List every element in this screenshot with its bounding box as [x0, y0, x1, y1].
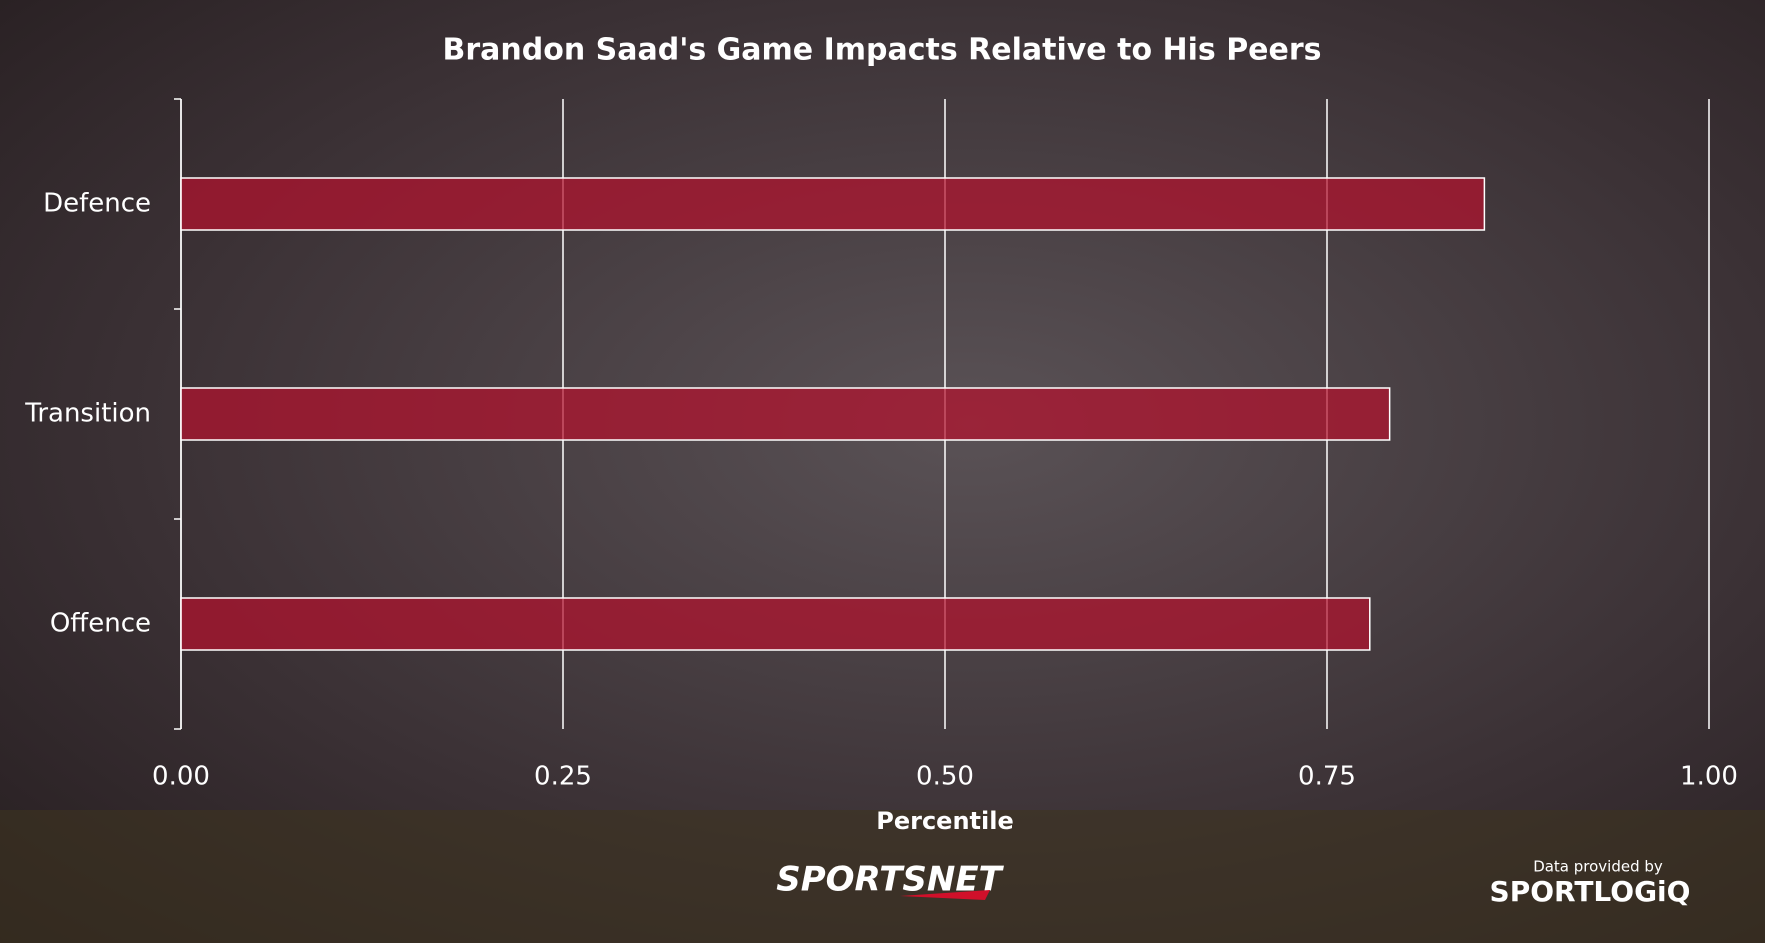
plot-area: 0.00 0.25 0.50 0.75 1.00 Defence Transition Off… — [24, 98, 1738, 792]
background-band — [0, 810, 1765, 943]
x-tick-label: 0.00 — [152, 762, 210, 792]
logo-swoosh — [900, 890, 990, 900]
provider-logo: SPORTLOGiQ — [1490, 875, 1691, 908]
x-axis-title: Percentile — [876, 807, 1014, 835]
x-tick-label: 0.25 — [534, 762, 592, 792]
y-tick-label: Offence — [50, 609, 151, 639]
x-tick-label: 0.75 — [1298, 762, 1356, 792]
chart-title: Brandon Saad's Game Impacts Relative to … — [442, 33, 1321, 68]
bar — [180, 177, 1486, 231]
y-tick-label: Defence — [43, 189, 151, 219]
x-tick-label: 0.50 — [916, 762, 974, 792]
y-tick-label: Transition — [24, 399, 151, 429]
credit-text: Data provided by — [1533, 858, 1663, 876]
bar — [180, 597, 1371, 651]
bar — [180, 387, 1391, 441]
x-tick-label: 1.00 — [1680, 762, 1738, 792]
